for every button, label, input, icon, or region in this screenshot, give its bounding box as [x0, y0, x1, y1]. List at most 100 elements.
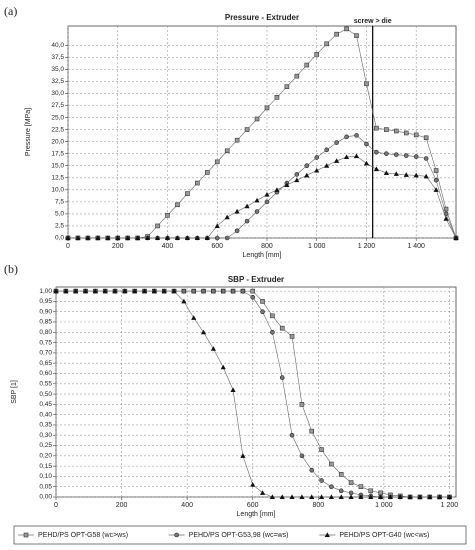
marker [224, 235, 230, 241]
marker [171, 288, 177, 294]
x-tick-label: 1 200 [441, 502, 459, 509]
marker [299, 453, 305, 459]
marker [254, 116, 260, 122]
marker [384, 151, 389, 156]
y-tick-label: 0,60 [39, 370, 52, 377]
marker [234, 228, 240, 234]
marker [324, 163, 330, 168]
y-tick-label: 0,20 [39, 453, 52, 460]
marker [328, 494, 335, 499]
marker [240, 453, 246, 458]
marker [433, 177, 439, 183]
y-tick-label: 27,5 [51, 102, 64, 109]
y-tick-label: 25,0 [51, 114, 64, 121]
legend-label: PEHD/PS OPT-G53,98 (wc=ws) [189, 532, 289, 539]
marker [144, 235, 151, 240]
marker [353, 153, 360, 159]
marker [413, 172, 419, 178]
x-tick-label: 1 000 [308, 243, 326, 250]
marker [334, 140, 339, 145]
y-tick-label: 15,0 [51, 162, 64, 169]
marker [387, 494, 394, 499]
y-tick-label: 0,00 [39, 494, 52, 501]
marker [294, 177, 300, 183]
marker [397, 494, 403, 499]
marker [260, 309, 265, 315]
marker [175, 202, 180, 208]
marker [403, 130, 409, 136]
marker [324, 147, 329, 153]
marker [23, 532, 29, 538]
marker [92, 288, 98, 294]
marker [234, 208, 240, 214]
y-tick-label: 0,15 [39, 463, 52, 470]
y-axis-label: Pressure [MPa] [25, 108, 32, 156]
marker [413, 132, 419, 138]
marker [338, 488, 344, 494]
marker [373, 166, 380, 172]
marker [314, 52, 320, 57]
series-line [68, 155, 457, 239]
marker [443, 206, 449, 212]
marker [264, 199, 270, 205]
marker [394, 128, 399, 134]
marker [289, 334, 295, 339]
marker [334, 31, 339, 37]
x-tick-label: 1 400 [407, 243, 425, 250]
chart-title: SBP - Extruder [228, 275, 284, 284]
marker [264, 192, 270, 197]
y-tick-label: 32,5 [51, 78, 64, 85]
panel-label: (a) [4, 4, 17, 18]
marker [319, 478, 324, 483]
marker [289, 494, 295, 499]
marker [299, 494, 305, 499]
marker [211, 288, 216, 294]
marker [299, 402, 305, 407]
marker [244, 203, 250, 209]
marker [279, 325, 285, 331]
y-tick-label: 30,0 [51, 90, 64, 97]
marker [240, 288, 246, 294]
marker [259, 490, 266, 495]
marker [214, 159, 220, 165]
marker [210, 346, 216, 351]
marker [368, 494, 374, 499]
marker [324, 532, 330, 537]
annotation: screw > die [354, 18, 392, 25]
marker [319, 447, 324, 452]
marker [122, 288, 128, 294]
marker [112, 288, 118, 294]
marker [135, 235, 141, 240]
marker [125, 235, 131, 240]
marker [230, 387, 236, 392]
marker [181, 298, 187, 304]
y-tick-label: 10,0 [51, 187, 64, 194]
marker [279, 494, 285, 499]
marker [344, 26, 349, 32]
marker [63, 288, 69, 294]
y-tick-label: 0,95 [39, 298, 52, 305]
marker [254, 209, 260, 214]
y-tick-label: 0,05 [39, 483, 52, 490]
x-tick-label: 1 000 [375, 502, 393, 509]
plot-area [55, 286, 457, 498]
y-tick-label: 0,65 [39, 360, 52, 367]
marker [274, 95, 280, 100]
y-tick-label: 22,5 [51, 126, 64, 133]
x-tick-label: 600 [247, 502, 259, 509]
y-tick-label: 0,55 [39, 380, 52, 387]
marker [338, 494, 344, 499]
marker [154, 235, 161, 240]
marker [358, 484, 364, 490]
marker [443, 216, 449, 221]
marker [191, 288, 197, 294]
marker [284, 84, 290, 90]
marker [413, 154, 419, 159]
marker [334, 158, 340, 163]
marker [220, 364, 226, 370]
marker [284, 182, 290, 187]
marker [427, 494, 433, 499]
marker [318, 494, 325, 499]
y-tick-label: 0,50 [39, 391, 52, 398]
